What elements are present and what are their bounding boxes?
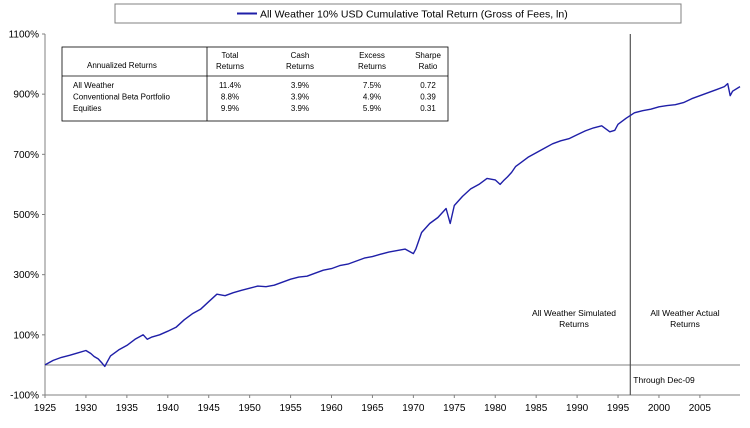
returns-table: Annualized Returns Total Returns Cash Re… (61, 46, 449, 122)
table-header-total-2: Returns (216, 62, 244, 71)
annotation-actual-line2: Returns (670, 319, 700, 329)
x-ticks: 1925 1930 1935 1940 1945 1950 1955 1960 1965 1970… (34, 395, 712, 414)
x-tick-label: 1945 (198, 403, 221, 414)
annotation-simulated-line2: Returns (559, 319, 589, 329)
table-row-cash-0: 3.9% (291, 81, 309, 90)
table-header-cash-2: Returns (286, 62, 314, 71)
table-row-sharpe-0: 0.72 (420, 81, 436, 90)
table-row-sharpe-2: 0.31 (420, 104, 436, 113)
table-box (61, 46, 449, 122)
x-tick-label: 2005 (689, 403, 712, 414)
x-tick-label: 1995 (607, 403, 630, 414)
x-tick-label: 1985 (525, 403, 548, 414)
table-row-excess-2: 5.9% (363, 104, 381, 113)
table-row-label-0: All Weather (73, 81, 115, 90)
table-row-cash-2: 3.9% (291, 104, 309, 113)
x-tick-label: 1990 (566, 403, 589, 414)
x-tick-label: 1970 (402, 403, 425, 414)
x-tick-label: 1950 (239, 403, 262, 414)
x-tick-label: 1940 (157, 403, 180, 414)
x-tick-label: 1930 (75, 403, 98, 414)
table-header-excess-2: Returns (358, 62, 386, 71)
table-row-cash-1: 3.9% (291, 93, 309, 102)
table-row-sharpe-1: 0.39 (420, 93, 436, 102)
y-ticks: -100% 100% 300% 500% 700% 900% 1100% (9, 30, 45, 402)
table-header-excess-1: Excess (359, 51, 385, 60)
table-row-label-1: Conventional Beta Portfolio (73, 93, 171, 102)
x-tick-label: 1975 (443, 403, 466, 414)
x-tick-label: 1980 (484, 403, 507, 414)
plot-area: -100%100%300%500%700%900%1100% 1925 1930 1… (9, 30, 741, 414)
table-header-sharpe-1: Sharpe (415, 51, 441, 60)
table-row-total-1: 8.8% (221, 93, 239, 102)
legend-box (114, 3, 682, 24)
x-tick-label: 1935 (116, 403, 139, 414)
table-row-total-2: 9.9% (221, 104, 239, 113)
table-row-excess-1: 4.9% (363, 93, 381, 102)
y-tick-label: 900% (13, 90, 39, 101)
table-header-total-1: Total (222, 51, 239, 60)
x-tick-label: 2000 (648, 403, 671, 414)
y-tick-label: -100% (10, 391, 39, 402)
table-row-label-2: Equities (73, 104, 101, 113)
annotation-simulated-line1: All Weather Simulated (532, 308, 616, 318)
annotation-through: Through Dec-09 (633, 375, 695, 385)
x-tick-label: 1955 (279, 403, 302, 414)
x-tick-label: 1965 (361, 403, 384, 414)
y-tick-label: 700% (13, 150, 39, 161)
y-tick-label: 1100% (9, 30, 40, 41)
x-tick-label: 1925 (34, 403, 57, 414)
series-line-all-weather (44, 82, 741, 368)
table-row-total-0: 11.4% (219, 81, 241, 90)
legend: All Weather 10% USD Cumulative Total Ret… (114, 3, 682, 24)
table-header-sharpe-2: Ratio (419, 62, 438, 71)
table-header-label: Annualized Returns (87, 61, 157, 70)
x-tick-label: 1960 (320, 403, 343, 414)
table-header-cash-1: Cash (291, 51, 310, 60)
legend-label: All Weather 10% USD Cumulative Total Ret… (260, 9, 568, 21)
annotation-actual-line1: All Weather Actual (650, 308, 719, 318)
y-tick-label: 100% (13, 330, 39, 341)
y-tick-label: 500% (13, 210, 39, 221)
table-row-excess-0: 7.5% (363, 81, 381, 90)
y-tick-label: 300% (13, 270, 39, 281)
